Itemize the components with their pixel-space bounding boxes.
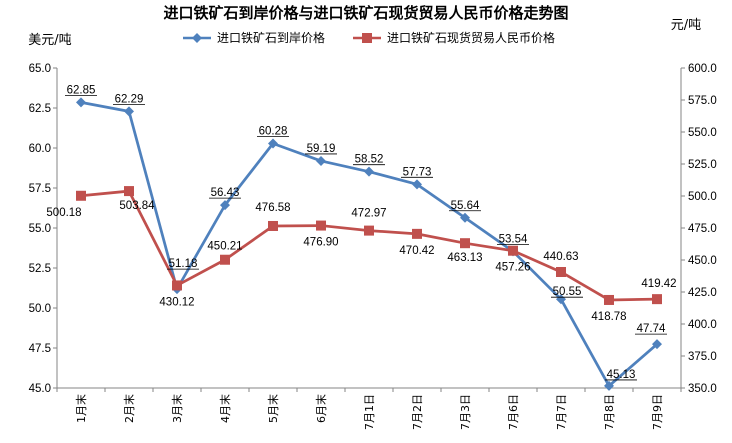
- rmb-price-label: 503.84: [119, 200, 155, 212]
- usd-price-label: 51.18: [169, 258, 198, 270]
- data-point-square: [76, 190, 86, 201]
- rmb-price-label: 450.21: [207, 241, 242, 253]
- data-point-square: [172, 280, 182, 291]
- series-layer: [76, 97, 662, 391]
- data-point-diamond: [220, 200, 230, 211]
- legend-marker-square: [362, 33, 372, 43]
- data-point-diamond: [364, 166, 374, 177]
- data-point-square: [220, 254, 230, 265]
- x-category-label: 7月9日: [651, 394, 664, 430]
- right-tick-label: 475.0: [688, 223, 717, 235]
- data-point-diamond: [124, 106, 134, 117]
- rmb-price-label: 472.97: [351, 208, 386, 220]
- right-tick-label: 600.0: [688, 63, 717, 75]
- left-tick-label: 55.0: [29, 223, 51, 235]
- data-point-diamond: [316, 155, 326, 166]
- left-tick-label: 60.0: [29, 143, 51, 155]
- right-axis-unit: 元/吨: [671, 18, 701, 33]
- data-point-square: [508, 245, 518, 256]
- right-tick-label: 575.0: [688, 95, 717, 107]
- usd-price-label: 55.64: [451, 200, 480, 212]
- right-tick-label: 525.0: [688, 159, 717, 171]
- legend-label: 进口铁矿石现货贸易人民币价格: [387, 30, 555, 45]
- rmb-price-label: 419.42: [641, 278, 676, 290]
- data-point-square: [316, 220, 326, 231]
- rmb-price-label: 440.63: [543, 251, 578, 263]
- usd-price-label: 56.43: [211, 187, 240, 199]
- data-point-diamond: [412, 179, 422, 190]
- axes: 45.0 47.5 50.0 52.5 55.0 57.5 60.0 62.5 65.0 350.…: [29, 63, 717, 430]
- data-point-diamond: [460, 212, 470, 223]
- right-tick-label: 425.0: [688, 287, 717, 299]
- usd-price-label: 45.13: [607, 369, 636, 381]
- left-tick-label: 65.0: [29, 63, 51, 75]
- right-tick-label: 500.0: [688, 191, 717, 203]
- x-category-label: 2月末: [122, 394, 136, 423]
- left-tick-label: 52.5: [29, 263, 51, 275]
- data-point-square: [604, 294, 614, 305]
- left-tick-label: 45.0: [29, 383, 51, 395]
- usd-price-label: 58.52: [355, 154, 384, 166]
- series-2: [76, 186, 662, 305]
- data-point-square: [124, 186, 134, 197]
- right-tick-label: 350.0: [688, 383, 717, 395]
- right-tick-label: 400.0: [688, 319, 717, 331]
- usd-price-label: 50.55: [553, 286, 582, 298]
- series-1: [76, 97, 662, 391]
- rmb-price-label: 463.13: [447, 252, 482, 264]
- data-point-diamond: [268, 138, 278, 149]
- data-point-diamond: [604, 380, 614, 391]
- usd-price-label: 57.73: [403, 166, 432, 178]
- data-point-square: [268, 220, 278, 231]
- rmb-price-label: 476.90: [303, 237, 338, 249]
- x-category-label: 7月8日: [603, 394, 616, 430]
- rmb-price-label: 500.18: [46, 207, 81, 219]
- right-tick-label: 450.0: [688, 255, 717, 267]
- x-category-label: 3月末: [170, 394, 184, 423]
- left-tick-label: 47.5: [29, 343, 51, 355]
- data-labels: 62.85 62.29 51.18 56.43 60.28 59.19 58.52 57.73…: [46, 84, 676, 381]
- x-category-label: 7月1日: [363, 394, 376, 430]
- x-category-label: 7月2日: [411, 394, 424, 430]
- left-tick-label: 50.0: [29, 303, 51, 315]
- x-category-label: 7月7日: [555, 394, 568, 430]
- x-category-label: 7月6日: [507, 394, 520, 430]
- left-axis-unit: 美元/吨: [28, 33, 71, 48]
- rmb-price-label: 470.42: [399, 245, 434, 257]
- data-point-square: [412, 228, 422, 239]
- rmb-price-label: 430.12: [159, 296, 194, 308]
- right-tick-label: 550.0: [688, 127, 717, 139]
- data-point-diamond: [76, 97, 86, 108]
- legend: 进口铁矿石到岸价格 进口铁矿石现货贸易人民币价格: [183, 30, 555, 45]
- legend-marker-diamond: [192, 33, 202, 43]
- rmb-price-label: 457.26: [495, 262, 530, 274]
- data-point-square: [556, 266, 566, 277]
- x-category-label: 7月3日: [459, 394, 472, 430]
- usd-price-label: 62.85: [67, 84, 96, 96]
- x-category-label: 4月末: [218, 394, 232, 423]
- rmb-price-label: 418.78: [591, 311, 626, 323]
- usd-price-label: 60.28: [259, 126, 288, 138]
- data-point-diamond: [652, 339, 662, 350]
- data-point-square: [364, 225, 374, 236]
- usd-price-label: 62.29: [115, 93, 144, 105]
- series-line: [80, 101, 658, 388]
- data-point-square: [460, 238, 470, 249]
- legend-label: 进口铁矿石到岸价格: [217, 30, 325, 45]
- x-category-label: 1月末: [74, 394, 88, 423]
- x-category-label: 6月末: [314, 394, 328, 423]
- data-point-diamond: [556, 294, 566, 305]
- usd-price-label: 53.54: [499, 233, 528, 245]
- left-tick-label: 57.5: [29, 183, 51, 195]
- right-tick-label: 375.0: [688, 351, 717, 363]
- usd-price-label: 47.74: [637, 323, 666, 335]
- usd-price-label: 59.19: [307, 143, 336, 155]
- x-category-label: 5月末: [266, 394, 280, 423]
- chart-title: 进口铁矿石到岸价格与进口铁矿石现货贸易人民币价格走势图: [163, 4, 568, 22]
- rmb-price-label: 476.58: [255, 202, 290, 214]
- data-point-square: [652, 294, 662, 305]
- left-tick-label: 62.5: [29, 103, 51, 115]
